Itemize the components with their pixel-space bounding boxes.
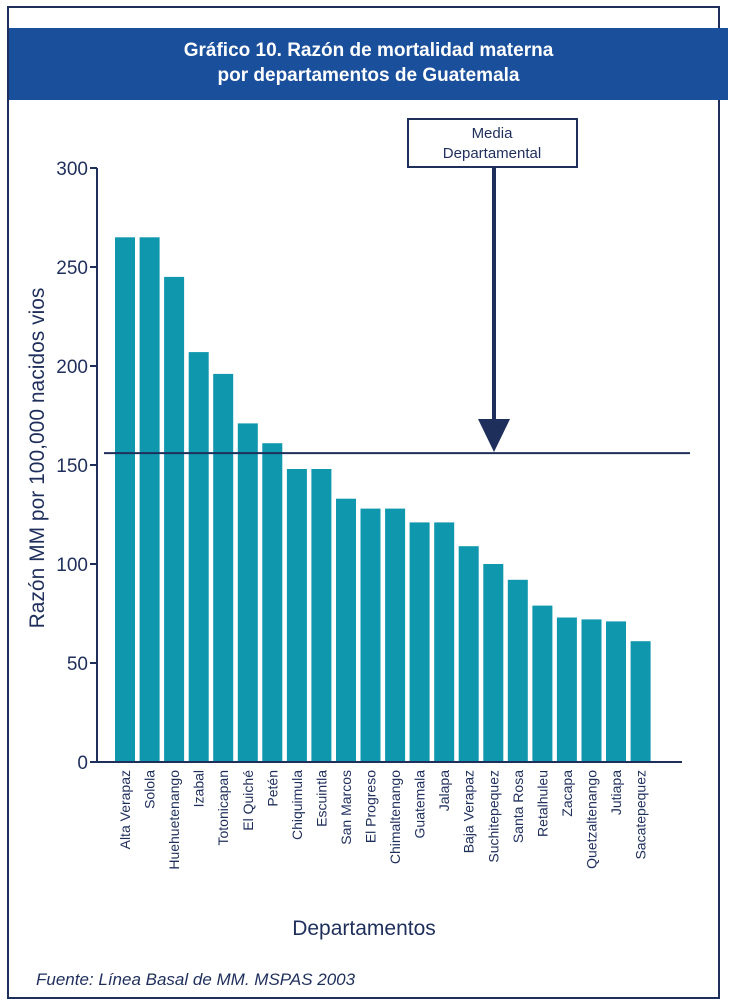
x-tick-label: Huehuetenango (166, 770, 182, 870)
bar-chimaltenango (385, 508, 406, 762)
bars-group (115, 237, 651, 763)
bar-sacatepequez (630, 641, 651, 762)
x-tick-label: Escuintla (313, 770, 329, 827)
bar-el-quiché (237, 423, 258, 762)
x-tick-label: El Quiché (240, 770, 256, 831)
y-tick-label: 0 (77, 753, 88, 774)
bar-huehuetenango (164, 276, 185, 762)
y-axis-label: Razón MM por 100,000 nacidos vios (26, 288, 49, 629)
x-tick-label: Alta Verapaz (117, 770, 133, 849)
x-tick-label: Zacapa (559, 770, 575, 817)
x-tick-label: Chimaltenango (387, 770, 403, 864)
source-note: Fuente: Línea Basal de MM. MSPAS 2003 (36, 970, 356, 989)
x-tick-label: Suchitepequez (485, 770, 501, 863)
mean-label-line2: Departamental (443, 145, 541, 162)
x-tick-labels-group: Alta Verapaz Solola Huehuetenango Izabal Tot… (117, 770, 649, 870)
bar-suchitepequez (483, 564, 504, 762)
x-tick-label: Izabal (191, 770, 207, 807)
x-tick-label: Baja Verapaz (461, 770, 477, 853)
x-tick-label: Santa Rosa (510, 770, 526, 843)
bar-san-marcos (336, 498, 356, 762)
x-axis-label: Departamentos (292, 917, 436, 940)
x-tick-label: Petén (264, 770, 280, 807)
bar-retalhuleu (532, 605, 553, 762)
chart-title-line1: Gráfico 10. Razón de mortalidad materna (183, 40, 554, 61)
mean-label-line1: Media (472, 125, 514, 142)
y-tick-label: 100 (56, 555, 88, 576)
bar-petén (262, 443, 283, 762)
bar-guatemala (409, 522, 430, 762)
y-ticks-group: 0 50 100 150 200 250 300 (56, 159, 97, 774)
bar-izabal (188, 352, 209, 762)
bar-jalapa (434, 522, 455, 762)
x-tick-label: Solola (142, 770, 158, 809)
bar-zacapa (556, 617, 577, 762)
x-tick-label: Jutiapa (608, 770, 624, 815)
chart-title-line2: por departamentos de Guatemala (217, 65, 520, 86)
y-tick-label: 300 (56, 159, 88, 180)
bar-totonicapan (213, 373, 234, 762)
x-tick-label: Jalapa (436, 770, 452, 811)
x-tick-label: Guatemala (412, 770, 428, 839)
bar-baja-verapaz (458, 546, 479, 762)
y-tick-label: 150 (56, 456, 88, 477)
y-tick-label: 200 (56, 357, 88, 378)
bar-solola (139, 237, 160, 763)
x-tick-label: Sacatepequez (633, 770, 649, 860)
bar-jutiapa (606, 621, 626, 762)
bar-escuintla (311, 469, 332, 762)
chart-header: Gráfico 10. Razón de mortalidad materna … (9, 28, 728, 100)
x-tick-label: Retalhuleu (534, 770, 550, 837)
x-tick-label: Totonicapan (215, 770, 231, 846)
bar-chiquimula (286, 469, 307, 762)
bar-alta-verapaz (115, 237, 135, 763)
bar-el-progreso (360, 508, 381, 762)
mean-arrow-head (478, 419, 510, 452)
x-tick-label: El Progreso (363, 770, 379, 843)
x-tick-label: Quetzaltenango (584, 770, 600, 869)
bar-quetzaltenango (581, 619, 602, 762)
x-tick-label: Chiquimula (289, 770, 305, 840)
x-tick-label: San Marcos (338, 770, 354, 845)
bar-chart: 0 50 100 150 200 250 300 Alta Verapaz Solola Hue… (26, 118, 690, 940)
bar-santa-rosa (507, 579, 528, 762)
y-tick-label: 250 (56, 258, 88, 279)
y-tick-label: 50 (67, 654, 88, 675)
